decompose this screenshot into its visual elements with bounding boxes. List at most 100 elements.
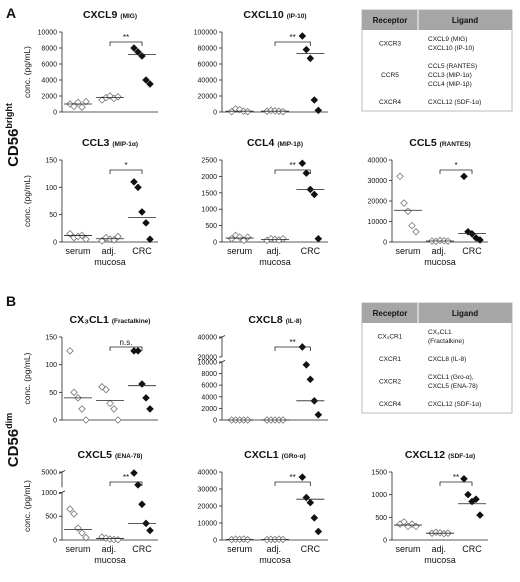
data-point: [134, 183, 142, 192]
data-point: [66, 505, 74, 513]
significance-label: **: [123, 473, 129, 482]
y-tick-label: 500: [375, 515, 387, 522]
data-point: [146, 235, 154, 244]
significance-bracket: [274, 346, 311, 351]
data-point: [134, 48, 142, 56]
data-point: [468, 230, 476, 238]
data-point: [306, 54, 315, 63]
data-point: [98, 533, 106, 541]
significance-label: **: [123, 33, 129, 42]
receptor: CXCR1: [379, 356, 401, 363]
y-tick-label: 60000: [198, 62, 218, 69]
data-point: [78, 529, 86, 537]
y-tick-label: 1500: [371, 470, 387, 477]
data-point: [476, 511, 484, 519]
y-tick-label: 100: [45, 185, 57, 192]
data-point: [114, 232, 122, 241]
significance-label: **: [290, 161, 296, 170]
x-tick-label: adj. mucosa: [424, 246, 456, 267]
data-point: [70, 510, 78, 518]
y-tick-label: 0: [213, 538, 217, 545]
y-axis-label: conc. (pg/mL): [22, 46, 32, 98]
significance-label: **: [290, 473, 296, 482]
table-header-text: Receptor: [373, 309, 408, 318]
data-point: [98, 237, 106, 245]
data-point: [314, 234, 323, 243]
x-tick-label: CRC: [301, 246, 321, 256]
y-tick-label: 2000: [201, 174, 217, 181]
data-point: [70, 102, 78, 111]
title-main: CCL5: [409, 137, 437, 149]
data-point: [302, 361, 311, 369]
x-tick-label: adj. mucosa: [94, 544, 126, 565]
ligand: (Fractalkine): [428, 338, 464, 345]
data-point: [239, 236, 248, 245]
chart-title: CXCL10 (IP-10): [243, 9, 306, 21]
significance-label: **: [290, 338, 296, 347]
y-tick-label: 0: [213, 110, 217, 117]
data-point: [82, 416, 90, 424]
y-tick-label: 50: [49, 212, 57, 219]
data-point: [130, 469, 138, 477]
data-point: [464, 227, 472, 236]
y-tick-label: 500: [45, 514, 57, 521]
data-point: [306, 498, 315, 507]
significance-bracket: [109, 346, 143, 351]
row-label-sup: bright: [4, 103, 14, 129]
data-point: [142, 394, 150, 402]
data-point: [142, 76, 150, 84]
data-point: [476, 236, 484, 244]
significance-label: **: [453, 473, 459, 482]
title-sub: (MIG): [120, 13, 137, 20]
row-label-main: CD56: [5, 429, 22, 467]
y-tick-label: 4000: [41, 78, 57, 85]
significance-label: *: [124, 161, 127, 170]
y-tick-label: 0: [53, 538, 57, 545]
receptor: CCR5: [381, 72, 399, 79]
y-tick-label: 40000: [198, 78, 218, 85]
data-point: [74, 524, 82, 532]
y-tick-label: 1000: [201, 207, 217, 214]
significance-label: *: [454, 161, 457, 170]
significance-label: n.s.: [120, 338, 133, 347]
chart-title: CXCL8 (IL-8): [248, 314, 301, 326]
data-point: [110, 405, 118, 413]
receptor: CXCR2: [379, 379, 401, 386]
x-tick-label: adj. mucosa: [94, 246, 126, 267]
data-point: [82, 533, 90, 542]
ligand: CXCL8 (IL-8): [428, 356, 466, 363]
data-point: [310, 190, 319, 199]
title-sub: (GRo-α): [282, 453, 306, 460]
y-tick-label: 150: [45, 335, 57, 342]
title-main: CCL4: [247, 137, 275, 149]
y-tick-label: 150: [45, 158, 57, 165]
chart-title: CCL3 (MIP-1α): [82, 137, 138, 149]
y-tick-label: 500: [205, 223, 217, 230]
y-tick-label: 0: [383, 538, 387, 545]
x-tick-label: CRC: [462, 544, 482, 554]
data-point: [302, 45, 311, 54]
ligand: CX₃CL1: [428, 329, 452, 336]
row-label-sup: dim: [4, 413, 14, 429]
y-tick-label: 30000: [198, 487, 218, 494]
data-point: [314, 527, 323, 536]
significance-bracket: [109, 481, 143, 486]
data-point: [146, 405, 154, 413]
ligand: CXCL10 (IP-10): [428, 45, 474, 52]
title-sub: (ENA-78): [115, 453, 142, 460]
data-point: [130, 44, 138, 52]
receptor: CXCR4: [379, 401, 401, 408]
x-tick-label: serum: [395, 544, 420, 554]
data-point: [302, 493, 311, 502]
title-main: CXCL8: [248, 314, 283, 326]
significance-bracket: [274, 481, 311, 486]
data-point: [408, 221, 416, 230]
x-tick-label: CRC: [132, 544, 152, 554]
data-point: [464, 490, 472, 499]
y-tick-label: 6000: [201, 383, 217, 390]
y-tick-label: 1500: [201, 190, 217, 197]
significance-bracket: [274, 169, 311, 174]
data-point: [146, 526, 154, 535]
ligand: CCL3 (MIP-1α): [428, 72, 472, 79]
